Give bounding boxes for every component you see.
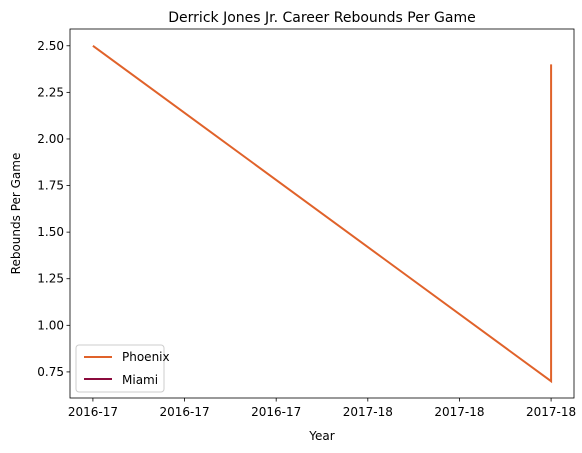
y-tick-label: 2.25 <box>37 85 64 99</box>
legend-label-miami: Miami <box>122 373 158 387</box>
y-tick-label: 0.75 <box>37 365 64 379</box>
x-tick-label: 2016-17 <box>251 405 301 419</box>
y-tick-label: 1.75 <box>37 179 64 193</box>
y-axis-ticks: 0.75 1.00 1.25 1.50 1.75 2.00 2.25 2.50 <box>37 39 70 379</box>
y-axis-title: Rebounds Per Game <box>9 153 23 275</box>
x-axis-title: Year <box>308 429 334 443</box>
series-layer <box>92 44 553 384</box>
y-tick-label: 1.25 <box>37 272 64 286</box>
y-tick-label: 1.00 <box>37 318 64 332</box>
plot-frame <box>69 28 575 399</box>
legend: Phoenix Miami <box>75 344 170 393</box>
chart-title: Derrick Jones Jr. Career Rebounds Per Ga… <box>168 10 475 26</box>
x-tick-label: 2017-18 <box>343 405 393 419</box>
x-tick-label: 2016-17 <box>68 405 118 419</box>
y-tick-label: 2.50 <box>37 39 64 53</box>
legend-label-phoenix: Phoenix <box>122 350 170 364</box>
x-tick-label: 2017-18 <box>526 405 576 419</box>
x-tick-label: 2017-18 <box>434 405 484 419</box>
x-axis-ticks: 2016-17 2016-17 2016-17 2017-18 2017-18 2017-… <box>68 398 576 419</box>
y-tick-label: 2.00 <box>37 132 64 146</box>
y-tick-label: 1.50 <box>37 225 64 239</box>
series-line-phoenix <box>92 44 553 384</box>
x-tick-label: 2016-17 <box>159 405 209 419</box>
